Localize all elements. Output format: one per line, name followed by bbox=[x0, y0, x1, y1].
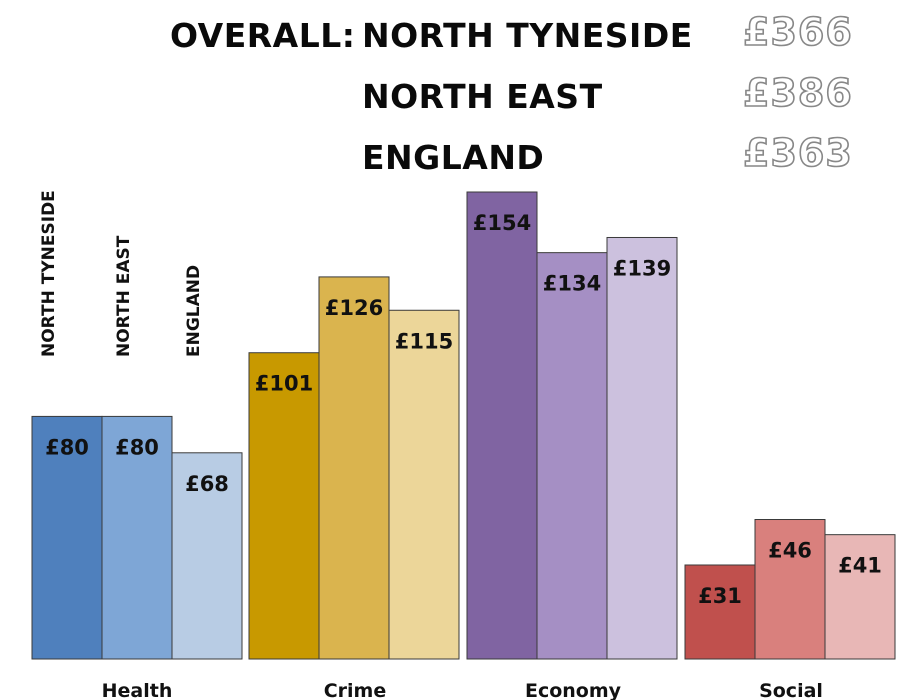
category-label-social: Social bbox=[759, 680, 823, 700]
data-label-crime-north-east: £126 bbox=[325, 296, 383, 320]
bar-health-england bbox=[171, 452, 243, 660]
bar-social-north-tyneside bbox=[684, 564, 756, 660]
bar-crime-north-tyneside bbox=[248, 352, 320, 660]
bar-social-england bbox=[824, 534, 896, 660]
data-label-crime-england: £115 bbox=[395, 329, 453, 353]
data-label-health-england: £68 bbox=[185, 472, 229, 496]
header-name-north-east: NORTH EAST bbox=[362, 77, 603, 116]
data-label-health-north-tyneside: £80 bbox=[45, 435, 89, 459]
bar-social-north-east bbox=[754, 519, 826, 660]
bar-crime-north-east bbox=[318, 276, 390, 660]
header-total-north-east: £386 bbox=[742, 70, 853, 116]
data-label-crime-north-tyneside: £101 bbox=[255, 372, 313, 396]
bar-economy-england bbox=[606, 236, 678, 660]
data-label-economy-england: £139 bbox=[613, 256, 671, 280]
category-label-health: Health bbox=[102, 680, 173, 700]
data-label-economy-north-tyneside: £154 bbox=[473, 211, 531, 235]
data-label-social-north-east: £46 bbox=[768, 539, 812, 563]
data-label-social-north-tyneside: £31 bbox=[698, 584, 742, 608]
data-label-social-england: £41 bbox=[838, 554, 882, 578]
category-label-economy: Economy bbox=[525, 680, 622, 700]
bar-crime-england bbox=[388, 309, 460, 660]
header-name-england: ENGLAND bbox=[362, 138, 545, 177]
legend-label-north-east: NORTH EAST bbox=[114, 235, 134, 357]
data-label-health-north-east: £80 bbox=[115, 435, 159, 459]
legend-label-england: ENGLAND bbox=[184, 265, 204, 357]
overall-label: OVERALL: bbox=[170, 16, 356, 55]
header-total-north-tyneside: £366 bbox=[742, 9, 853, 55]
header-name-north-tyneside: NORTH TYNESIDE bbox=[362, 16, 693, 55]
header-total-england: £363 bbox=[742, 130, 853, 176]
category-label-crime: Crime bbox=[324, 680, 387, 700]
data-label-economy-north-east: £134 bbox=[543, 272, 601, 296]
bar-economy-north-east bbox=[536, 252, 608, 660]
legend-label-north-tyneside: NORTH TYNESIDE bbox=[39, 190, 59, 357]
bar-economy-north-tyneside bbox=[466, 191, 538, 660]
